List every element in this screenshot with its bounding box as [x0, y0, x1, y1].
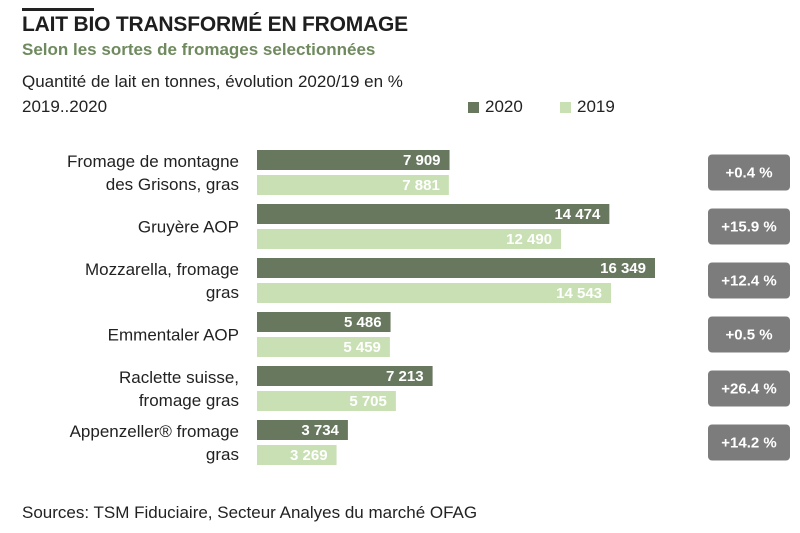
category-label: fromage gras	[139, 391, 239, 410]
legend-label-2019: 2019	[577, 97, 615, 116]
chart-subtitle: Selon les sortes de fromages selectionné…	[22, 40, 376, 59]
bar-2019	[257, 445, 337, 465]
change-badge	[708, 262, 790, 299]
bar-2019	[257, 229, 562, 249]
category-label: gras	[206, 283, 239, 302]
bar-2020	[257, 150, 450, 170]
bar-2020	[257, 258, 655, 278]
change-badge-label: +15.9 %	[721, 219, 776, 236]
change-badge	[708, 370, 790, 407]
chart-title: LAIT BIO TRANSFORMÉ EN FROMAGE	[22, 13, 408, 36]
change-badge	[708, 424, 790, 461]
category-label: Appenzeller® fromage	[70, 422, 239, 441]
category-label: des Grisons, gras	[106, 175, 239, 194]
change-badge	[708, 316, 790, 353]
bar-value-label: 5 459	[343, 339, 381, 356]
change-badge-label: +0.4 %	[725, 165, 772, 182]
change-badge	[708, 154, 790, 191]
bar-2019	[257, 337, 390, 357]
category-label: Fromage de montagne	[67, 152, 239, 171]
change-badge	[708, 208, 790, 245]
bar-value-label: 16 349	[600, 260, 646, 277]
category-label: Emmentaler AOP	[108, 326, 239, 345]
bar-value-label: 14 543	[556, 285, 602, 302]
bar-2019	[257, 283, 612, 303]
bar-2020	[257, 312, 391, 332]
bar-2019	[257, 391, 396, 411]
category-label: Gruyère AOP	[138, 218, 239, 237]
bar-value-label: 5 486	[344, 314, 382, 331]
legend-label-2020: 2020	[485, 97, 523, 116]
category-label: Raclette suisse,	[119, 368, 239, 387]
category-label: Mozzarella, fromage	[85, 260, 239, 279]
unit-label: Quantité de lait en tonnes, évolution 20…	[22, 72, 403, 91]
bar-value-label: 7 881	[402, 177, 440, 194]
bar-value-label: 5 705	[349, 393, 387, 410]
bar-value-label: 7 213	[386, 368, 424, 385]
change-badge-label: +26.4 %	[721, 381, 776, 398]
bar-value-label: 12 490	[506, 231, 552, 248]
bar-2020	[257, 204, 610, 224]
bar-value-label: 14 474	[554, 206, 601, 223]
bar-value-label: 7 909	[403, 152, 441, 169]
legend: 2019	[560, 97, 615, 117]
bar-2019	[257, 175, 449, 195]
change-badge-label: +0.5 %	[725, 327, 772, 344]
bar-2020	[257, 366, 433, 386]
bar-value-label: 3 269	[290, 447, 328, 464]
legend-swatch-2019	[560, 101, 571, 113]
bar-value-label: 3 734	[301, 422, 339, 439]
change-badge-label: +14.2 %	[721, 435, 776, 452]
legend: 2020	[468, 97, 523, 117]
source-note: Sources: TSM Fiduciaire, Secteur Analyes…	[22, 503, 478, 522]
legend-swatch-2020	[468, 101, 479, 113]
title-rule	[22, 8, 94, 11]
category-label: gras	[206, 445, 239, 464]
change-badge-label: +12.4 %	[721, 273, 776, 290]
bar-2020	[257, 420, 348, 440]
period-label: 2019..2020	[22, 97, 108, 116]
